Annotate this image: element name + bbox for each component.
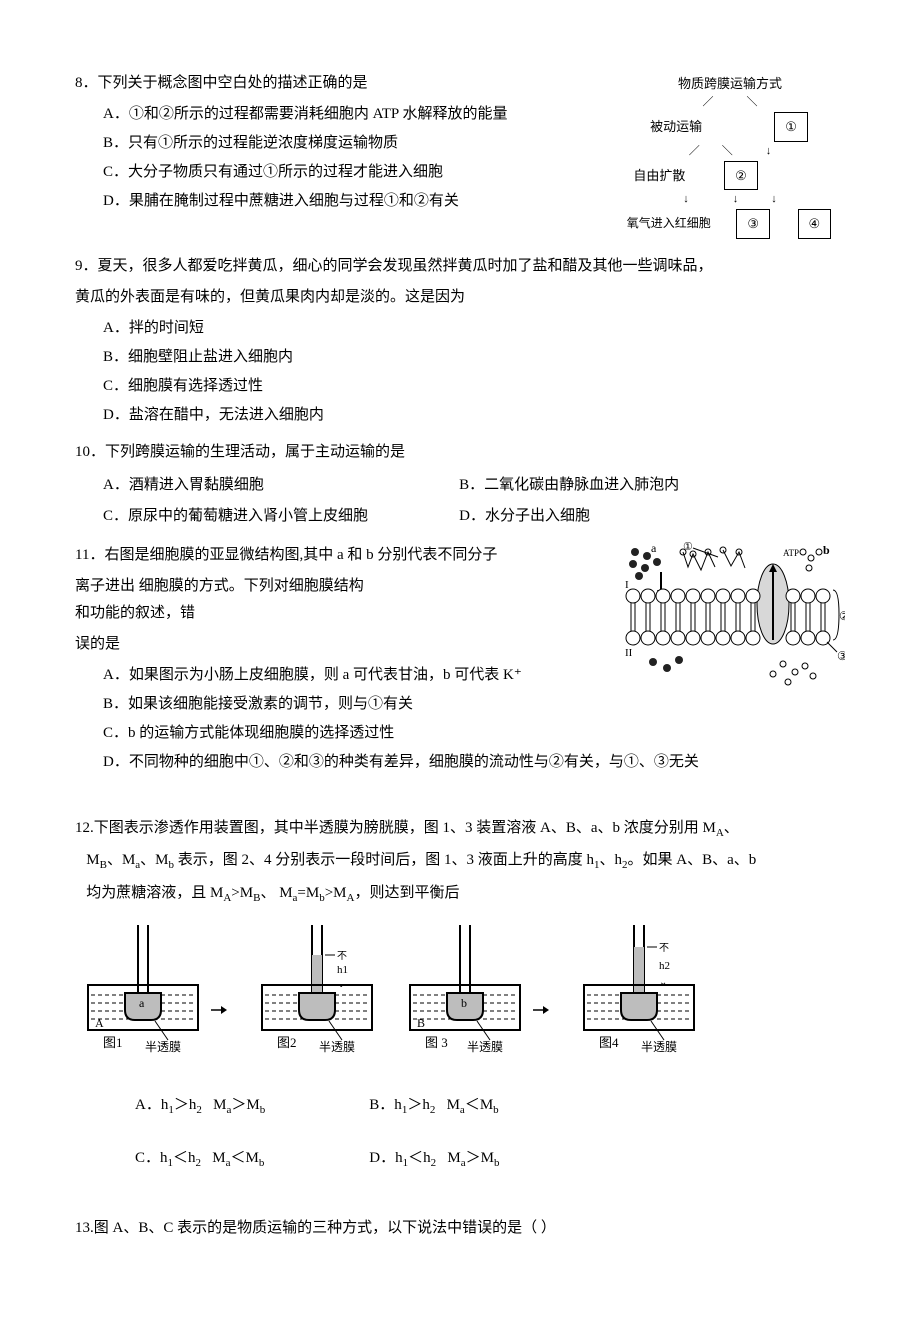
q10-option-a: A．酒精进入胃黏膜细胞	[103, 472, 459, 499]
osmosis-fig4: 不 h2 ⌄ 图4 半透膜	[579, 925, 699, 1055]
q9-stem1: 9．夏天，很多人都爱吃拌黄瓜，细心的同学会发现虽然拌黄瓜时加了盐和醋及其他一些调…	[75, 253, 845, 280]
label-atp: ATP	[783, 548, 799, 558]
question-10: 10．下列跨膜运输的生理活动，属于主动运输的是 A．酒精进入胃黏膜细胞 B．二氧…	[75, 439, 845, 532]
fig4-h2: h2	[659, 960, 670, 972]
label-II: II	[625, 647, 633, 659]
label-n3: ③	[837, 649, 845, 663]
cm-box-1: ①	[774, 112, 808, 141]
cm-passive: 被动运输	[650, 115, 702, 138]
q11-option-d: D．不同物种的细胞中①、②和③的种类有差异，细胞膜的流动性与②有关，与①、③无关	[103, 749, 845, 776]
q9-option-b: B．细胞壁阻止盐进入细胞内	[103, 344, 845, 371]
svg-text:不: 不	[337, 951, 347, 962]
fig2-membrane: 半透膜	[319, 1040, 355, 1054]
fig3-B-label: B	[417, 1016, 425, 1030]
fig2-caption: 图2	[277, 1035, 297, 1050]
fig1-caption: 图1	[103, 1035, 123, 1050]
label-I: I	[625, 579, 629, 591]
concept-map-diagram: 物质跨膜运输方式 ／ ＼ 被动运输 ① ／ ＼ ↓ 自由扩散 ② ↓ ↓ ↓ 氧…	[615, 70, 845, 243]
question-12: 12.下图表示渗透作用装置图，其中半透膜为膀胱膜，图 1、3 装置溶液 A、B、…	[75, 815, 845, 1178]
fig2-h1: h1	[337, 964, 348, 976]
q9-option-a: A．拌的时间短	[103, 315, 845, 342]
osmosis-figures: a A 图1 半透膜 不 h1 ⌄	[83, 925, 837, 1055]
cm-root: 物质跨膜运输方式	[678, 72, 782, 95]
fig4-caption: 图4	[599, 1035, 619, 1050]
q9-stem2: 黄瓜的外表面是有味的，但黄瓜果肉内却是淡的。这是因为	[75, 284, 845, 311]
fig1-membrane: 半透膜	[145, 1040, 181, 1054]
osmosis-fig2: 不 h1 ⌄ 图2 半透膜	[257, 925, 377, 1055]
fig3-caption: 图 3	[425, 1035, 448, 1050]
q10-option-d: D．水分子出入细胞	[459, 503, 815, 530]
question-11: a ① ATP b	[75, 542, 845, 778]
cm-box-4: ④	[798, 209, 832, 238]
svg-text:不: 不	[659, 943, 669, 954]
label-a: a	[651, 542, 657, 555]
cm-box-2: ②	[724, 161, 758, 190]
label-b: b	[823, 543, 830, 557]
fig3-b-label: b	[461, 996, 467, 1010]
q13-stem: 13.图 A、B、C 表示的是物质运输的三种方式，以下说法中错误的是（ ）	[75, 1215, 845, 1242]
fig1-A-label: A	[95, 1016, 104, 1030]
q9-option-d: D．盐溶在醋中，无法进入细胞内	[103, 402, 845, 429]
cm-oxygen: 氧气进入红细胞	[627, 213, 711, 235]
cm-free-diffusion: 自由扩散	[633, 164, 685, 187]
q10-stem: 10．下列跨膜运输的生理活动，属于主动运输的是	[75, 439, 845, 466]
q12-option-a: A．h1＞h2 Ma＞Mb	[135, 1092, 369, 1121]
question-13: 13.图 A、B、C 表示的是物质运输的三种方式，以下说法中错误的是（ ）	[75, 1215, 845, 1242]
q12-stem2: MB、Ma、Mb 表示，图 2、4 分别表示一段时间后，图 1、3 液面上升的高…	[75, 847, 845, 876]
q10-option-b: B．二氧化碳由静脉血进入肺泡内	[459, 472, 815, 499]
cm-box-3: ③	[736, 209, 770, 238]
q12-stem1: 12.下图表示渗透作用装置图，其中半透膜为膀胱膜，图 1、3 装置溶液 A、B、…	[75, 815, 845, 844]
q10-option-c: C．原尿中的葡萄糖进入肾小管上皮细胞	[103, 503, 459, 530]
fig3-membrane: 半透膜	[467, 1040, 503, 1054]
q12-option-c: C．h1＜h2 Ma＜Mb	[135, 1145, 369, 1174]
svg-text:⌄: ⌄	[659, 977, 667, 988]
label-n1: ①	[683, 542, 693, 553]
question-9: 9．夏天，很多人都爱吃拌黄瓜，细心的同学会发现虽然拌黄瓜时加了盐和醋及其他一些调…	[75, 253, 845, 429]
osmosis-fig3: b B 图 3 半透膜	[405, 925, 551, 1055]
q11-stem1a: 11．右图是细胞膜的亚显微结构图,其中 a 和 b 分别代表不同分子	[75, 547, 497, 563]
fig4-membrane: 半透膜	[641, 1040, 677, 1054]
q12-option-d: D．h1＜h2 Ma＞Mb	[369, 1145, 603, 1174]
q12-stem3: 均为蔗糖溶液，且 MA>MB、 Ma=Mb>MA，则达到平衡后	[75, 880, 845, 909]
fig1-a-label: a	[139, 996, 145, 1010]
question-8: 物质跨膜运输方式 ／ ＼ 被动运输 ① ／ ＼ ↓ 自由扩散 ② ↓ ↓ ↓ 氧…	[75, 70, 845, 243]
membrane-diagram: a ① ATP b	[623, 542, 845, 702]
label-n2: ②	[839, 609, 845, 623]
q12-option-b: B．h1＞h2 Ma＜Mb	[369, 1092, 603, 1121]
q9-option-c: C．细胞膜有选择透过性	[103, 373, 845, 400]
osmosis-fig1: a A 图1 半透膜	[83, 925, 229, 1055]
q11-option-c: C．b 的运输方式能体现细胞膜的选择透过性	[103, 720, 845, 747]
